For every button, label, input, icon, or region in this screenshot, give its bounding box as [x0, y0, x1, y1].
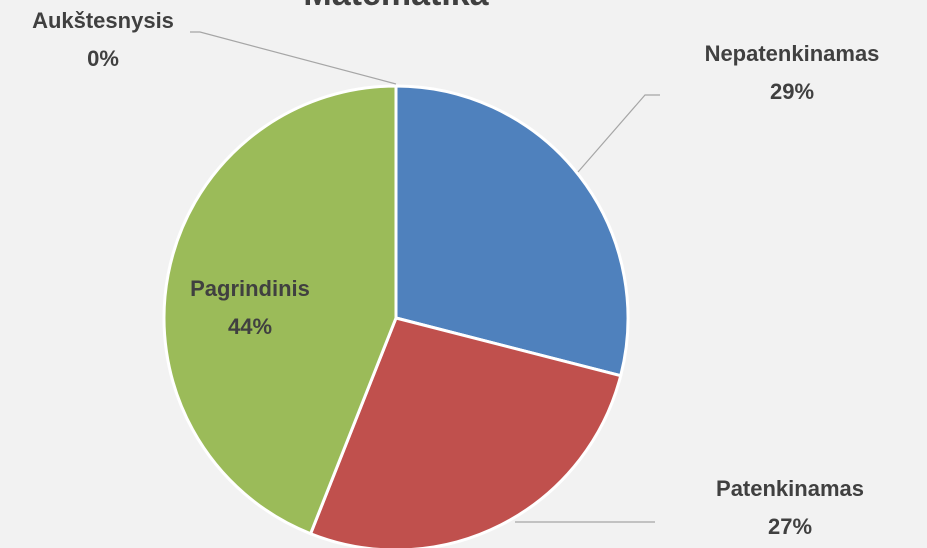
leader-line [577, 94, 660, 173]
leader-line [190, 31, 397, 85]
pie-slice [162, 84, 398, 536]
slice-label: Aukštesnysis [32, 8, 174, 33]
slice-label: Pagrindinis [190, 276, 310, 301]
pie-slice [394, 84, 630, 378]
chart-title: Matematika [303, 0, 489, 13]
slice-label: Patenkinamas [716, 476, 864, 501]
slice-value-label: 0% [87, 46, 119, 71]
slice-value-label: 27% [768, 514, 812, 539]
labels: Nepatenkinamas 29% Patenkinamas 27% Pagrindi… [32, 8, 879, 539]
slices [162, 84, 630, 548]
slice-label: Nepatenkinamas [705, 41, 880, 66]
pie-slice [309, 316, 623, 548]
slice-value-label: 44% [228, 314, 272, 339]
slice-value-label: 29% [770, 79, 814, 104]
